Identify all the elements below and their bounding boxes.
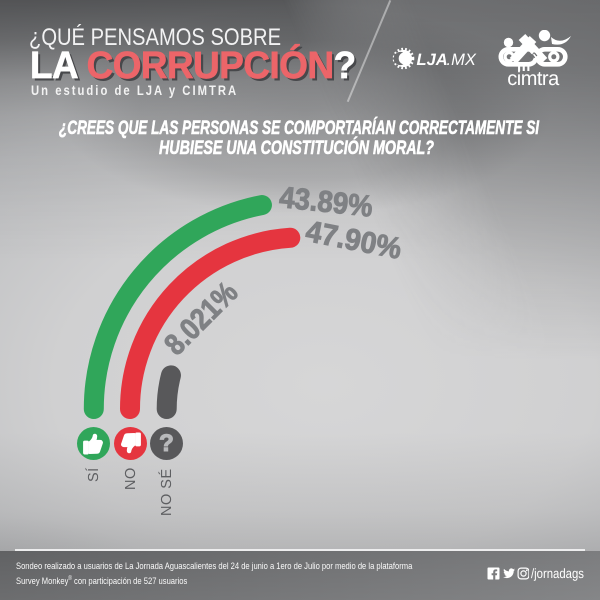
svg-text:LJA: LJA: [416, 51, 447, 69]
svg-text:cimtra: cimtra: [507, 68, 560, 88]
svg-text:.MX: .MX: [446, 51, 476, 69]
svg-text:m: m: [517, 58, 530, 75]
